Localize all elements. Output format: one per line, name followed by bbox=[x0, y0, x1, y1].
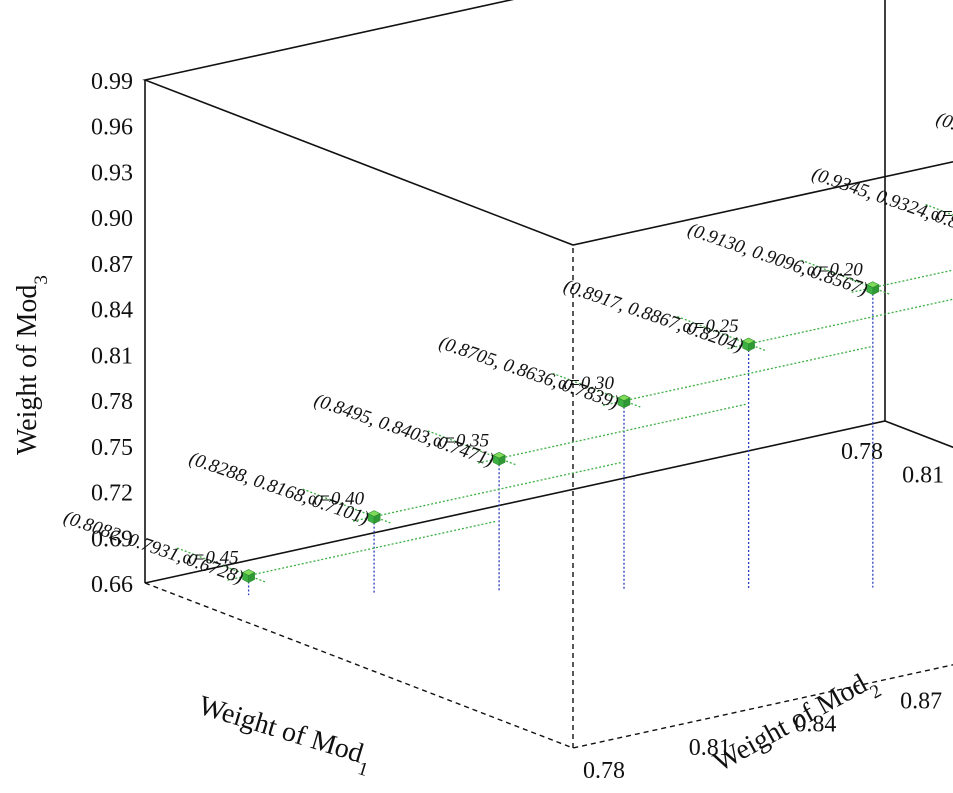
y-tick-label: 0.78 bbox=[583, 758, 625, 784]
marker-right bbox=[248, 572, 255, 583]
z-tick-label: 0.72 bbox=[91, 481, 133, 507]
z-axis-label: Weight of Mod3 bbox=[12, 275, 52, 455]
y-tick-label: 0.87 bbox=[900, 689, 942, 715]
z-tick-label: 0.93 bbox=[91, 161, 133, 187]
marker-right bbox=[373, 513, 381, 525]
data-point bbox=[617, 394, 631, 409]
marker-right bbox=[623, 397, 631, 409]
z-tick-label: 0.78 bbox=[91, 389, 133, 415]
z-tick-label: 0.75 bbox=[91, 435, 133, 461]
data-point bbox=[367, 510, 381, 525]
y-tick-label: 0.81 bbox=[689, 735, 731, 761]
z-tick-label: 0.66 bbox=[91, 572, 133, 598]
marker-right bbox=[872, 284, 880, 296]
guide-lines bbox=[177, 203, 953, 596]
data-point bbox=[741, 337, 756, 352]
x-tick-label: 0.81 bbox=[902, 463, 944, 489]
alpha-label: α=0.40 bbox=[308, 489, 365, 510]
alpha-label: α=0.15 bbox=[931, 204, 953, 225]
z-tick-label: 0.87 bbox=[91, 252, 133, 278]
y-guide-line bbox=[727, 298, 953, 350]
z-tick-label: 0.90 bbox=[91, 206, 133, 232]
y-guide-line bbox=[602, 346, 871, 407]
y-tick-label: 0.84 bbox=[794, 712, 836, 738]
top-edges bbox=[142, 0, 953, 246]
x-axis-label: Weight of Mod1 bbox=[192, 690, 376, 780]
alpha-label: α=0.30 bbox=[558, 373, 615, 394]
floor-front-edges bbox=[144, 420, 953, 584]
alpha-label: α=0.20 bbox=[807, 260, 864, 281]
coordinate-label: (0.9345, 0.9324, 0.8928) bbox=[809, 164, 953, 245]
data-points: α=0.05(0.9780, 0.9776, 0.9644)α=0.10(0.9… bbox=[61, 108, 953, 588]
y-guide-line bbox=[227, 520, 496, 581]
y-guide-line bbox=[352, 461, 621, 522]
alpha-label: α=0.35 bbox=[433, 430, 489, 451]
tick-labels: 0.78 0.81 0.84 0.87 0.90 0.93 0.96 0.99 0.78 0.81… bbox=[91, 69, 944, 784]
x-tick-label: 0.78 bbox=[841, 439, 883, 465]
y-guide-line bbox=[851, 269, 953, 293]
z-tick-label: 0.69 bbox=[91, 526, 133, 552]
z-tick-label: 0.96 bbox=[91, 115, 133, 141]
data-point bbox=[492, 451, 506, 466]
marker-right bbox=[498, 454, 506, 466]
y-axis-label: Weight of Mod2 bbox=[708, 664, 884, 786]
alpha-label: α=0.45 bbox=[183, 548, 239, 569]
z-tick-label: 0.81 bbox=[91, 343, 133, 369]
z-tick-label: 0.99 bbox=[91, 69, 133, 95]
coordinate-label: (0.9562, 0.9551, 0.9287) bbox=[933, 108, 953, 189]
axes-box bbox=[142, 0, 953, 749]
y-guide-line bbox=[477, 403, 746, 464]
alpha-label: α=0.25 bbox=[683, 316, 739, 337]
z-tick-label: 0.84 bbox=[91, 298, 133, 324]
data-point bbox=[241, 569, 256, 583]
marker-right bbox=[748, 340, 755, 352]
data-point bbox=[866, 281, 880, 296]
